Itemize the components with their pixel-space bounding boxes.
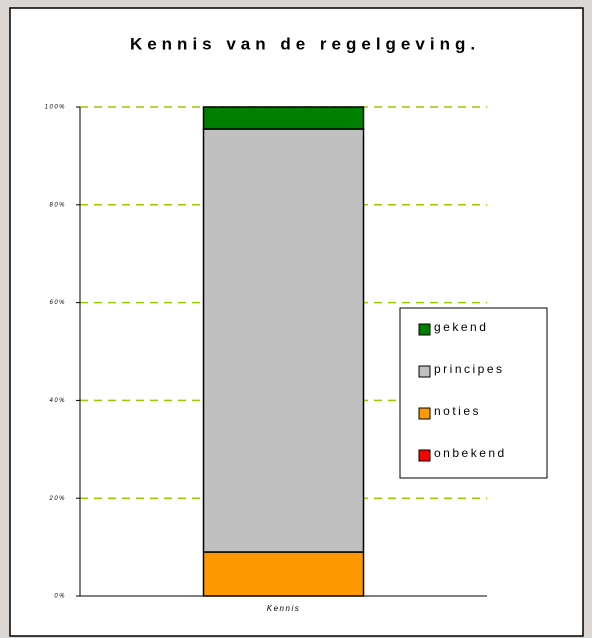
legend-label: principes: [434, 362, 505, 376]
y-tick-label: 60%: [49, 300, 66, 306]
legend-swatch: [418, 449, 431, 462]
legend-label: noties: [434, 404, 481, 418]
legend-label: gekend: [434, 320, 488, 334]
y-tick-label: 40%: [49, 398, 66, 404]
y-tick-label: 80%: [49, 202, 66, 208]
bar-segment: [202, 551, 365, 597]
bar-segment: [202, 106, 365, 130]
legend-swatch: [418, 407, 431, 420]
y-tick-label: 0%: [54, 594, 66, 600]
legend-swatch: [418, 323, 431, 336]
chart-title: Kennis van de regelgeving.: [130, 34, 480, 53]
y-tick-label: 20%: [48, 496, 66, 502]
legend-label: onbekend: [434, 446, 507, 460]
x-tick-label: Kennis: [267, 604, 300, 613]
legend-swatch: [418, 365, 431, 378]
bar-segment: [202, 128, 365, 553]
y-tick-label: 100%: [45, 105, 66, 111]
